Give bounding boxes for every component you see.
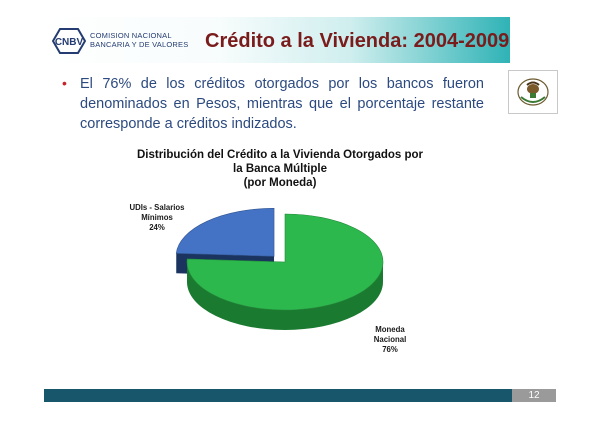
pie-slice-moneda-nacional [186,213,384,330]
bullet-text: El 76% de los créditos otorgados por los… [80,76,484,132]
bullet-marker: • [62,75,67,91]
svg-text:CNBV: CNBV [55,37,84,48]
page-number: 12 [512,389,556,402]
footer-bar [44,389,512,402]
moneda-nacional-data-label: Moneda Nacional 76% [373,325,407,354]
org-name: COMISION NACIONAL BANCARIA Y DE VALORES [90,31,189,49]
page-title: Crédito a la Vivienda: 2004-2009 [205,30,510,52]
mexican-coat-of-arms-icon [508,70,558,114]
header-bar [44,17,510,63]
chart-title: Distribución del Crédito a la Vivienda O… [136,149,424,189]
udis-data-label: UDIs - Salarios Mínimos 24% [129,203,185,232]
cnbv-logo-icon: CNBV [52,28,86,54]
